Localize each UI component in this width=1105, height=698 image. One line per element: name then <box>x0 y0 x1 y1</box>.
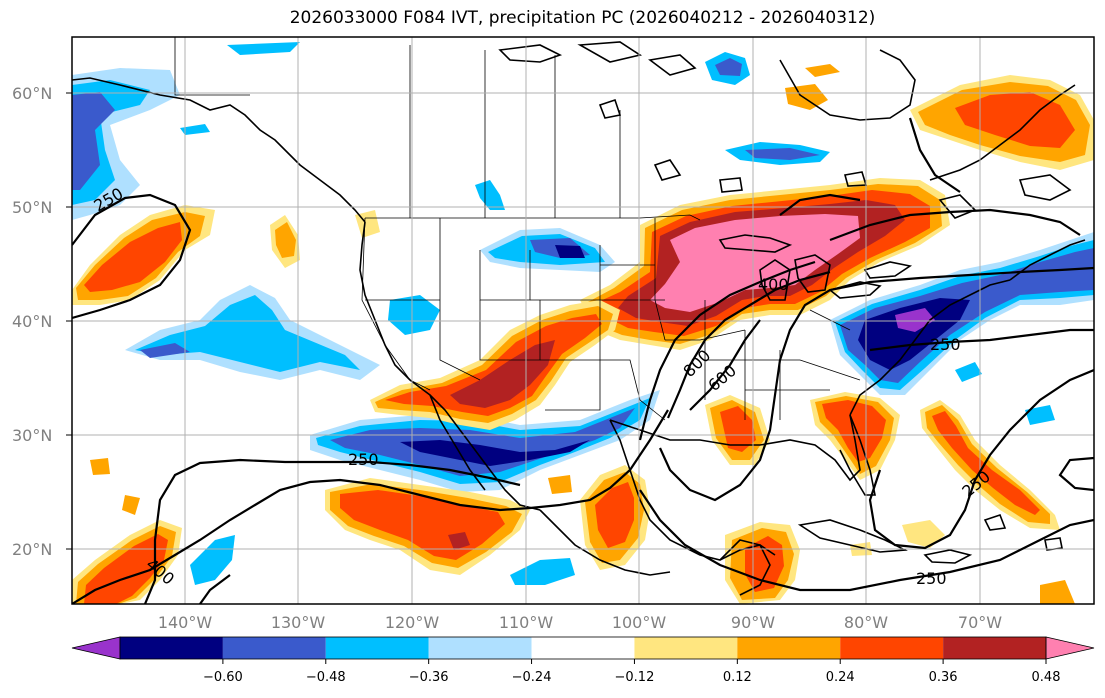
map-title: 2026033000 F084 IVT, precipitation PC (2… <box>289 8 876 28</box>
colorbar-segments <box>71 636 1095 660</box>
colorbar-tick-label: −0.48 <box>306 670 346 685</box>
colorbar-tick-label: −0.60 <box>203 670 243 685</box>
lon-label: 140°W <box>158 613 213 632</box>
contour-label: 250 <box>916 569 947 588</box>
lon-label: 120°W <box>385 613 440 632</box>
colorbar-tick-label: −0.24 <box>512 670 552 685</box>
colorbar-segment <box>428 637 532 659</box>
lon-label: 130°W <box>271 613 326 632</box>
lat-label: 50°N <box>12 198 52 217</box>
ivt-contours <box>72 117 1094 604</box>
colorbar-tick-label: −0.36 <box>409 670 449 685</box>
colorbar-ticks: −0.60 −0.48 −0.36 −0.24 −0.12 0.12 0.24 0.36 0.4… <box>203 659 1061 685</box>
colorbar-tick-label: −0.12 <box>615 670 655 685</box>
colorbar-tick-label: 0.24 <box>826 670 855 685</box>
graticule <box>72 37 1094 604</box>
colorbar-segment <box>222 637 326 659</box>
colorbar-segment <box>737 637 841 659</box>
lon-label: 80°W <box>844 613 888 632</box>
contour-label: 250 <box>348 450 379 469</box>
lat-label: 30°N <box>12 426 52 445</box>
colorbar-tick-label: 0.48 <box>1032 670 1061 685</box>
colorbar: −0.60 −0.48 −0.36 −0.24 −0.12 0.12 0.24 0.36 0.4… <box>71 636 1095 685</box>
colorbar-tick-label: 0.12 <box>723 670 752 685</box>
contour-label: 250 <box>930 335 961 354</box>
contour-label: 400 <box>758 275 789 294</box>
colorbar-tick-label: 0.36 <box>929 670 958 685</box>
colorbar-segment <box>120 637 223 659</box>
colorbar-extend-min <box>71 636 121 660</box>
map-area: 250 250 250 250 250 400 400 600 800 <box>72 37 1094 604</box>
negative-anomaly-shading <box>72 42 1094 585</box>
colorbar-segment <box>840 637 944 659</box>
colorbar-extend-max <box>1045 636 1095 660</box>
political-borders <box>174 37 861 421</box>
lon-label: 100°W <box>612 613 667 632</box>
longitude-axis: 140°W 130°W 120°W 110°W 100°W 90°W 80°W … <box>158 613 1002 632</box>
lon-label: 90°W <box>731 613 775 632</box>
positive-anomaly-shading <box>72 64 1094 604</box>
lon-label: 110°W <box>499 613 554 632</box>
colorbar-segment <box>634 637 738 659</box>
lat-label: 40°N <box>12 312 52 331</box>
lon-label: 70°W <box>958 613 1002 632</box>
lat-label: 60°N <box>12 84 52 103</box>
colorbar-outline <box>119 636 1047 660</box>
colorbar-segment <box>325 637 429 659</box>
lat-label: 20°N <box>12 540 52 559</box>
latitude-axis: 60°N 50°N 40°N 30°N 20°N <box>12 84 72 559</box>
colorbar-segment <box>531 637 635 659</box>
colorbar-segment <box>943 637 1046 659</box>
